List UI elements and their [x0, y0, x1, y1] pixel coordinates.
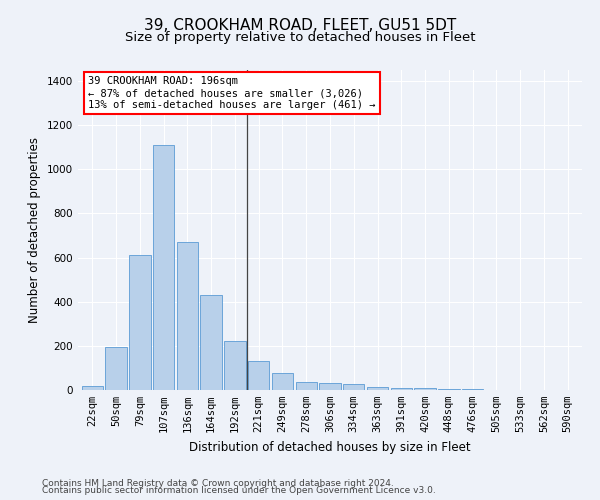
Y-axis label: Number of detached properties: Number of detached properties: [28, 137, 41, 323]
Bar: [176, 242, 198, 390]
Bar: [106, 347, 127, 390]
Text: Contains HM Land Registry data © Crown copyright and database right 2024.: Contains HM Land Registry data © Crown c…: [42, 478, 394, 488]
Bar: [415, 388, 436, 390]
Bar: [272, 374, 293, 390]
Bar: [391, 388, 412, 390]
Text: 39 CROOKHAM ROAD: 196sqm
← 87% of detached houses are smaller (3,026)
13% of sem: 39 CROOKHAM ROAD: 196sqm ← 87% of detach…: [88, 76, 376, 110]
Bar: [153, 145, 174, 390]
Text: Size of property relative to detached houses in Fleet: Size of property relative to detached ho…: [125, 31, 475, 44]
Bar: [319, 384, 341, 390]
Bar: [129, 256, 151, 390]
Bar: [367, 386, 388, 390]
Bar: [200, 295, 222, 390]
Text: Contains public sector information licensed under the Open Government Licence v3: Contains public sector information licen…: [42, 486, 436, 495]
Bar: [248, 362, 269, 390]
Bar: [224, 342, 245, 390]
Bar: [296, 382, 317, 390]
Text: 39, CROOKHAM ROAD, FLEET, GU51 5DT: 39, CROOKHAM ROAD, FLEET, GU51 5DT: [144, 18, 456, 32]
Bar: [82, 386, 103, 390]
Bar: [343, 384, 364, 390]
X-axis label: Distribution of detached houses by size in Fleet: Distribution of detached houses by size …: [189, 440, 471, 454]
Bar: [438, 389, 460, 390]
